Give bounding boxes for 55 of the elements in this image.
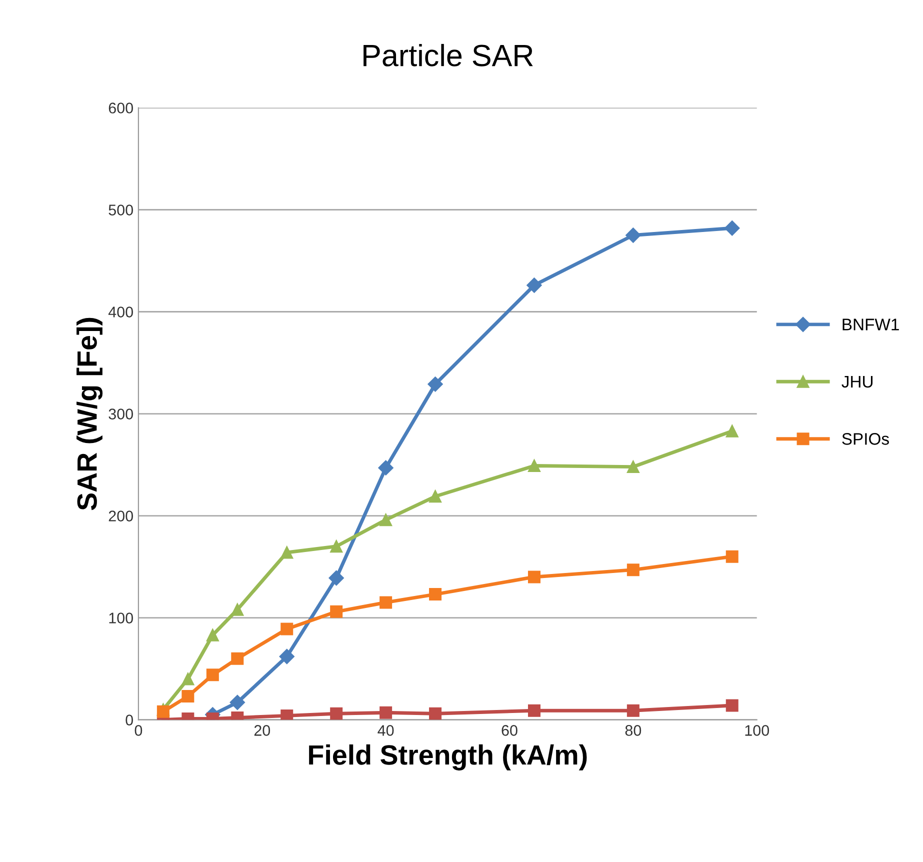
y-tick-label: 200 — [108, 510, 133, 522]
point — [380, 706, 392, 719]
x-tick-label: 40 — [378, 725, 394, 736]
point — [724, 220, 740, 236]
point — [380, 514, 392, 526]
legend-label: SPIOs — [842, 433, 889, 445]
point — [429, 707, 442, 720]
legend-label: BNFW1 — [842, 318, 899, 330]
y-tick-label: 500 — [108, 204, 133, 216]
point — [279, 648, 294, 664]
y-tick-label: 100 — [109, 612, 133, 624]
point — [182, 672, 194, 686]
point — [626, 704, 640, 717]
point — [231, 603, 244, 616]
point — [380, 596, 392, 609]
point — [429, 588, 442, 601]
point — [378, 460, 394, 476]
point — [528, 570, 540, 584]
y-tick-label: 400 — [108, 306, 133, 318]
x-axis-title: Field Strength (kA/m) — [309, 744, 587, 770]
point — [280, 622, 294, 636]
point — [726, 699, 738, 712]
point — [428, 376, 443, 392]
y-axis-title: SAR (W/g [Fe]) — [76, 318, 103, 510]
point — [528, 704, 540, 717]
x-tick-label: 20 — [254, 725, 270, 736]
point — [231, 652, 244, 665]
x-tick-label: 60 — [502, 725, 518, 736]
x-tick-label: 80 — [625, 725, 642, 736]
point — [330, 540, 343, 553]
y-tick-label: 0 — [126, 714, 133, 726]
point — [206, 628, 219, 642]
x-tick-label: 0 — [134, 725, 142, 736]
point — [626, 228, 641, 243]
point — [330, 707, 343, 720]
legend-label: JHU — [842, 376, 872, 388]
point — [528, 460, 540, 472]
point — [626, 460, 640, 474]
x-tick-label: 100 — [745, 725, 770, 736]
point — [182, 690, 194, 703]
point — [626, 564, 640, 576]
point — [280, 709, 294, 720]
point — [206, 668, 219, 682]
point — [328, 570, 344, 586]
chart-title: Particle SAR — [364, 44, 533, 66]
point — [726, 424, 738, 438]
y-tick-label: 300 — [108, 408, 133, 420]
point — [230, 694, 245, 710]
point — [330, 605, 343, 618]
point — [156, 705, 170, 718]
point — [726, 550, 738, 563]
y-tick-label: 600 — [108, 102, 133, 114]
point — [280, 546, 294, 559]
point — [429, 490, 442, 503]
point — [526, 278, 542, 293]
